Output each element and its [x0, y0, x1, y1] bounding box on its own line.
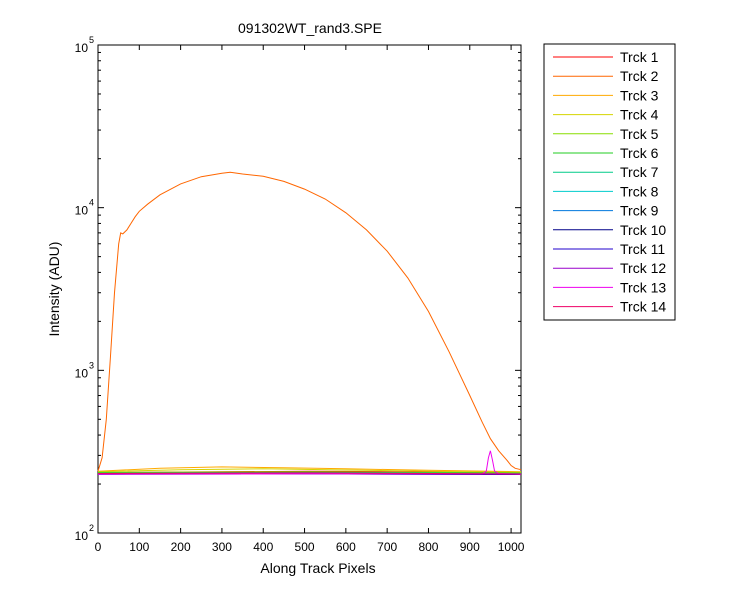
- legend-label: Trck 10: [620, 222, 666, 238]
- x-tick-label: 800: [418, 540, 438, 554]
- legend-entry: Trck 7: [553, 164, 659, 180]
- legend-entry: Trck 11: [553, 241, 665, 257]
- x-tick-label: 700: [377, 540, 397, 554]
- legend-label: Trck 7: [620, 164, 659, 180]
- legend-entry: Trck 5: [553, 126, 659, 142]
- plot-area: [97, 44, 522, 534]
- legend: Trck 1 Trck 2 Trck 3 Trck 4 Trck 5 Trck 6 Trck…: [553, 49, 666, 315]
- legend-entry: Trck 2: [553, 68, 659, 84]
- legend-label: Trck 2: [620, 68, 659, 84]
- y-tick-label-exponent: 4: [89, 198, 94, 208]
- legend-entry: Trck 1: [553, 49, 659, 65]
- x-axis-ticks: 0 100 200 300 400 500 600 700 800 900 1000: [95, 45, 525, 554]
- x-tick-label: 900: [460, 540, 480, 554]
- chart-title: 091302WT_rand3.SPE: [238, 20, 382, 36]
- series-line-3: [97, 466, 522, 473]
- y-tick-label-base: 10: [75, 529, 89, 543]
- legend-label: Trck 3: [620, 87, 659, 103]
- legend-label: Trck 1: [620, 49, 659, 65]
- legend-label: Trck 14: [620, 299, 666, 315]
- legend-label: Trck 11: [620, 241, 665, 257]
- x-tick-label: 600: [336, 540, 356, 554]
- x-tick-label: 300: [212, 540, 232, 554]
- y-tick-label-exponent: 5: [89, 35, 94, 45]
- legend-entry: Trck 13: [553, 279, 666, 295]
- x-tick-label: 100: [129, 540, 149, 554]
- legend-label: Trck 6: [620, 145, 659, 161]
- x-axis-label: Along Track Pixels: [260, 560, 375, 576]
- legend-label: Trck 9: [620, 203, 659, 219]
- y-tick-label-base: 10: [75, 204, 89, 218]
- legend-entry: Trck 9: [553, 203, 659, 219]
- series-line-4: [97, 468, 522, 473]
- x-tick-label: 200: [171, 540, 191, 554]
- legend-entry: Trck 6: [553, 145, 659, 161]
- x-tick-label: 500: [295, 540, 315, 554]
- legend-entry: Trck 12: [553, 260, 666, 276]
- series-layer: [97, 171, 522, 475]
- y-tick-label: 103: [75, 360, 94, 380]
- legend-box: [543, 43, 676, 321]
- legend-label: Trck 12: [620, 260, 666, 276]
- legend-entry: Trck 4: [553, 107, 659, 123]
- series-line-13: [97, 450, 522, 475]
- legend-label: Trck 13: [620, 279, 666, 295]
- y-tick-label-base: 10: [75, 41, 89, 55]
- x-tick-label: 400: [253, 540, 273, 554]
- legend-entry: Trck 14: [553, 299, 666, 315]
- y-axis-label: Intensity (ADU): [46, 242, 62, 337]
- y-tick-label: 104: [75, 198, 94, 218]
- series-line-2: [97, 171, 522, 472]
- legend-entry: Trck 10: [553, 222, 666, 238]
- legend-label: Trck 5: [620, 126, 659, 142]
- y-tick-label: 105: [75, 35, 94, 55]
- x-tick-label: 1000: [498, 540, 525, 554]
- y-tick-label-exponent: 3: [89, 360, 94, 370]
- y-tick-label-base: 10: [75, 366, 89, 380]
- legend-label: Trck 8: [620, 183, 659, 199]
- y-tick-label-exponent: 2: [89, 523, 94, 533]
- legend-entry: Trck 3: [553, 87, 659, 103]
- y-tick-label: 102: [75, 523, 94, 543]
- legend-entry: Trck 8: [553, 183, 659, 199]
- x-tick-label: 0: [95, 540, 102, 554]
- series-line-14: [97, 472, 522, 475]
- legend-label: Trck 4: [620, 107, 659, 123]
